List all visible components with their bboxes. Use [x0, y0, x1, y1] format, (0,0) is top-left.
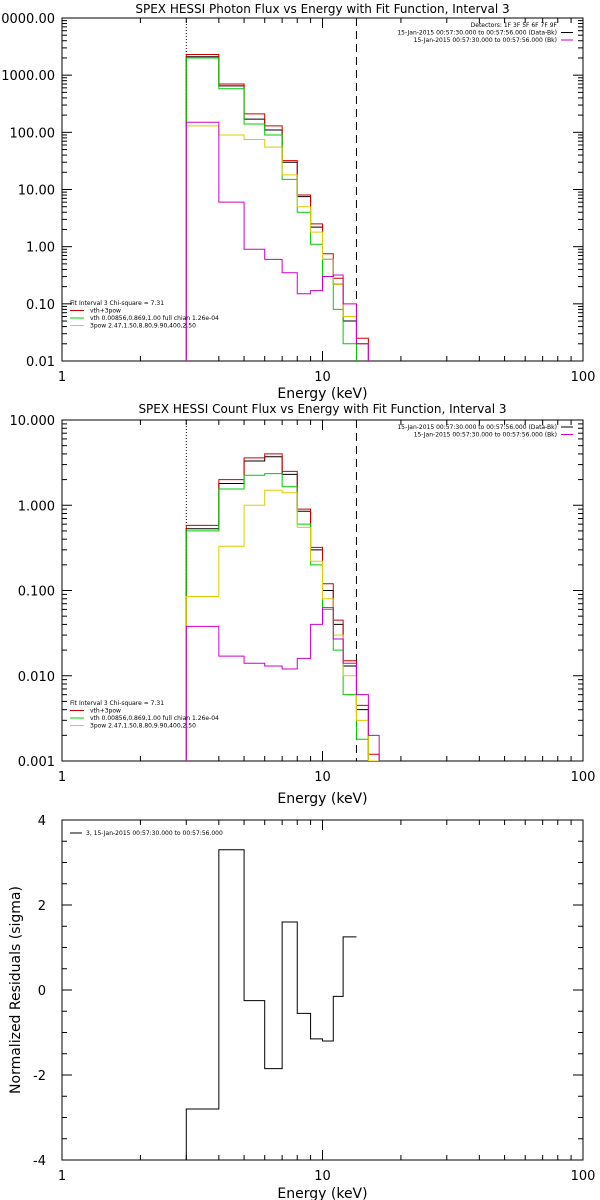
series-line-0: [185, 849, 357, 1160]
legend-right: Detectors: 1F 3F 5F 6F 7F 9F15-Jan-2015 …: [397, 22, 573, 44]
series-background: [185, 121, 369, 361]
x-tick-label: 100: [571, 370, 596, 385]
series-thermal: [185, 57, 369, 361]
y-tick-label: -2: [33, 1069, 46, 1084]
y-tick-label: 0.10: [26, 298, 55, 313]
legend: 3, 15-Jan-2015 00:57:30.000 to 00:57:56.…: [70, 830, 223, 837]
x-tick-label: 1: [58, 770, 66, 785]
y-axis: 0.001 0.010 0.100 1.000 10.000: [10, 414, 583, 770]
legend-header: Fit Interval 3 Chi-square = 7.31: [70, 700, 164, 707]
chart-panel-1: SPEX HESSI Photon Flux vs Energy with Fi…: [1, 2, 595, 402]
x-tick-label: 100: [571, 770, 596, 785]
x-tick-label: 100: [571, 1169, 596, 1184]
y-tick-label: 100.00: [10, 126, 56, 141]
legend-entry-label: 3pow 2.47,1.50,8.80,9.90,400,2.50: [90, 723, 196, 730]
x-axis: 1 10 100: [58, 820, 596, 1184]
x-axis-label: Energy (keV): [277, 1186, 367, 1200]
x-axis: 1 10 100: [58, 18, 596, 385]
plot-frame: [61, 17, 584, 362]
legend-entry-label: vth 0.00856,0.869,1.00 full chian 1.26e-…: [90, 715, 219, 722]
legend-entry-label: 15-Jan-2015 00:57:30.000 to 00:57:56.000…: [397, 424, 557, 431]
x-axis: 1 10 100: [58, 420, 596, 785]
legend-left: Fit Interval 3 Chi-square = 7.31vth+3pow…: [70, 300, 219, 330]
chart-panel-3: 1 10 100 Energy (keV) -4 -2 0 2 4 Normalized Resi…: [8, 814, 595, 1200]
legend-entry-label: vth+3pow: [90, 708, 121, 715]
legend-entry-label: 3pow 2.47,1.50,8.80,9.90,400,2.50: [90, 323, 196, 330]
series-group: [185, 53, 369, 361]
x-tick-label: 10: [314, 370, 331, 385]
y-tick-label: 4: [38, 814, 46, 829]
x-axis-label: Energy (keV): [277, 791, 367, 807]
y-tick-label: -4: [33, 1154, 46, 1169]
series-group: [185, 453, 380, 761]
series-thermal: [185, 473, 380, 761]
y-tick-label: 0.01: [26, 355, 55, 370]
y-axis: -4 -2 0 2 4: [33, 814, 583, 1169]
series-group: [185, 849, 357, 1160]
legend-left: Fit Interval 3 Chi-square = 7.31vth+3pow…: [70, 700, 219, 730]
y-tick-label: 0.100: [18, 585, 55, 600]
y-tick-label: 0.010: [18, 670, 55, 685]
y-tick-label: 0: [38, 984, 46, 999]
legend-header: Detectors: 1F 3F 5F 6F 7F 9F: [471, 22, 558, 29]
plot-frame: [61, 819, 584, 1161]
y-axis: 0.01 0.10 1.00 10.00 100.00 1000.00 0000.00: [1, 12, 583, 370]
x-tick-label: 10: [314, 770, 331, 785]
x-axis-label: Energy (keV): [277, 386, 367, 402]
legend-right: 15-Jan-2015 00:57:30.000 to 00:57:56.000…: [397, 424, 573, 439]
series-power-law: [185, 125, 369, 361]
x-tick-label: 10: [314, 1169, 331, 1184]
x-tick-label: 1: [58, 1169, 66, 1184]
y-tick-label: 1000.00: [1, 69, 55, 84]
legend-entry-label: 15-Jan-2015 00:57:30.000 to 00:57:56.000…: [414, 37, 557, 44]
chart-title: SPEX HESSI Count Flux vs Energy with Fit…: [138, 402, 506, 416]
y-axis-label: Normalized Residuals (sigma): [8, 886, 24, 1094]
legend-entry-label: 15-Jan-2015 00:57:30.000 to 00:57:56.000…: [397, 30, 557, 37]
legend-header: Fit Interval 3 Chi-square = 7.31: [70, 300, 164, 307]
legend-entry-label: 3, 15-Jan-2015 00:57:30.000 to 00:57:56.…: [86, 830, 223, 837]
series-background: [185, 607, 380, 761]
series-data: [185, 56, 369, 361]
chart-title: SPEX HESSI Photon Flux vs Energy with Fi…: [135, 2, 509, 16]
y-tick-label: 10.00: [18, 184, 55, 199]
x-tick-label: 1: [58, 370, 66, 385]
legend-entry-label: 15-Jan-2015 00:57:30.000 to 00:57:56.000…: [414, 432, 557, 439]
y-tick-label: 1.000: [18, 499, 55, 514]
legend-entry-label: vth+3pow: [90, 308, 121, 315]
y-tick-label: 10.000: [10, 414, 56, 429]
y-tick-label: 1.00: [26, 241, 55, 256]
legend-entry-label: vth 0.00856,0.869,1.00 full chian 1.26e-…: [90, 315, 219, 322]
chart-panel-2: SPEX HESSI Count Flux vs Energy with Fit…: [10, 402, 596, 807]
y-tick-label: 2: [38, 899, 46, 914]
y-tick-label: 0.001: [18, 755, 55, 770]
y-tick-label: 0000.00: [1, 12, 55, 27]
